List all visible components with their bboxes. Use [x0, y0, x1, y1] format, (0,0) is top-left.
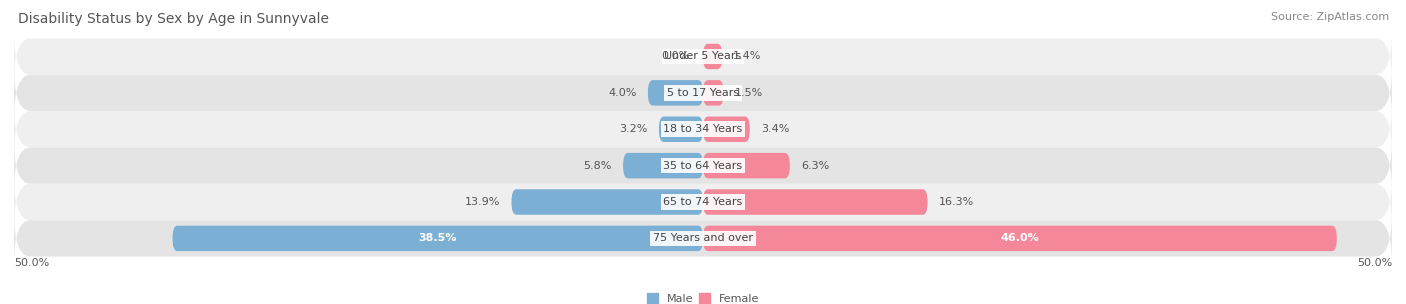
FancyBboxPatch shape [703, 226, 1337, 251]
Text: 1.5%: 1.5% [735, 88, 763, 98]
FancyBboxPatch shape [623, 153, 703, 178]
Text: 13.9%: 13.9% [465, 197, 501, 207]
FancyBboxPatch shape [14, 213, 1392, 264]
FancyBboxPatch shape [648, 80, 703, 105]
FancyBboxPatch shape [173, 226, 703, 251]
Text: 3.4%: 3.4% [761, 124, 789, 134]
Text: 18 to 34 Years: 18 to 34 Years [664, 124, 742, 134]
FancyBboxPatch shape [659, 116, 703, 142]
FancyBboxPatch shape [14, 67, 1392, 118]
Text: 5 to 17 Years: 5 to 17 Years [666, 88, 740, 98]
Text: 46.0%: 46.0% [1001, 233, 1039, 244]
Text: 4.0%: 4.0% [609, 88, 637, 98]
FancyBboxPatch shape [512, 189, 703, 215]
FancyBboxPatch shape [703, 153, 790, 178]
Text: 0.0%: 0.0% [661, 51, 689, 61]
Text: Source: ZipAtlas.com: Source: ZipAtlas.com [1271, 12, 1389, 22]
Text: 6.3%: 6.3% [801, 161, 830, 171]
FancyBboxPatch shape [14, 104, 1392, 155]
Text: 5.8%: 5.8% [583, 161, 612, 171]
FancyBboxPatch shape [703, 44, 723, 69]
FancyBboxPatch shape [14, 140, 1392, 191]
Text: 65 to 74 Years: 65 to 74 Years [664, 197, 742, 207]
FancyBboxPatch shape [703, 80, 724, 105]
Legend: Male, Female: Male, Female [643, 289, 763, 304]
FancyBboxPatch shape [14, 177, 1392, 227]
Text: Disability Status by Sex by Age in Sunnyvale: Disability Status by Sex by Age in Sunny… [18, 12, 329, 26]
Text: 50.0%: 50.0% [14, 258, 49, 268]
Text: 1.4%: 1.4% [734, 51, 762, 61]
Text: 35 to 64 Years: 35 to 64 Years [664, 161, 742, 171]
FancyBboxPatch shape [14, 31, 1392, 82]
Text: 75 Years and over: 75 Years and over [652, 233, 754, 244]
Text: Under 5 Years: Under 5 Years [665, 51, 741, 61]
FancyBboxPatch shape [703, 116, 749, 142]
FancyBboxPatch shape [703, 189, 928, 215]
Text: 38.5%: 38.5% [419, 233, 457, 244]
Text: 16.3%: 16.3% [939, 197, 974, 207]
Text: 50.0%: 50.0% [1357, 258, 1392, 268]
Text: 3.2%: 3.2% [620, 124, 648, 134]
